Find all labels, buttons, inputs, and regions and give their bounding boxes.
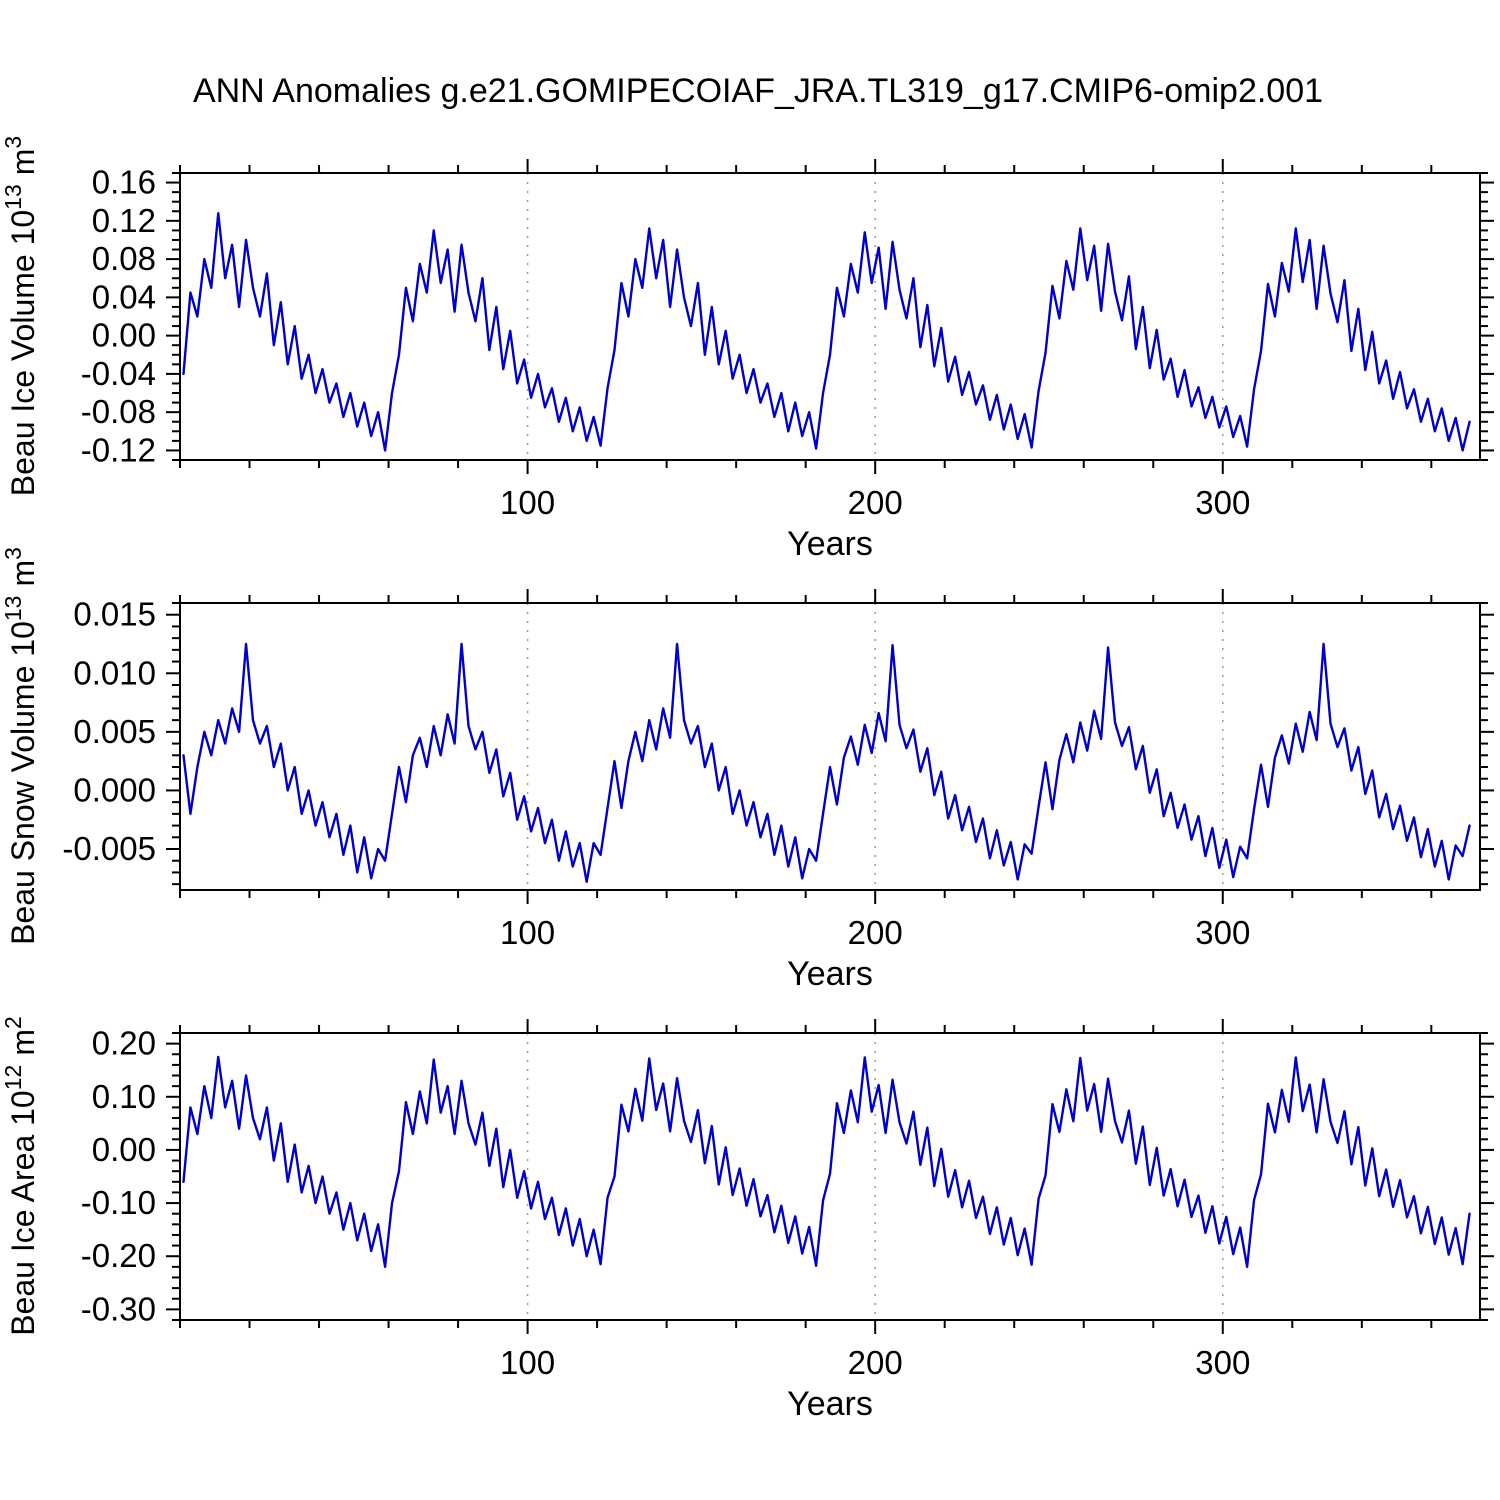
y-tick-label: 0.000 bbox=[73, 771, 156, 808]
panel-ice-volume: 0.160.120.080.040.00-0.04-0.08-0.12 100 20… bbox=[0, 136, 1494, 563]
x-tick-label: 300 bbox=[1195, 484, 1250, 521]
plot-area-snow-volume: 0.015 0.010 0.005 0.000 -0.005 100 200 300 bbox=[62, 589, 1494, 951]
y-tick-label: 0.04 bbox=[92, 278, 156, 315]
y-tick-label: 0.00 bbox=[92, 317, 156, 354]
x-tick-label: 100 bbox=[500, 1344, 555, 1381]
x-tick-label: 100 bbox=[500, 484, 555, 521]
y-tick-label: -0.08 bbox=[81, 393, 156, 430]
y-tick-label: 0.16 bbox=[92, 164, 156, 201]
ylabel-unit-exponent: 3 bbox=[0, 547, 26, 560]
title-area: ANN Anomalies g.e21.GOMIPECOIAF_JRA.TL31… bbox=[193, 72, 1323, 110]
y-tick-label: 0.005 bbox=[73, 713, 156, 750]
panel-ice-area: 0.20 0.10 0.00 -0.10 -0.20 -0.30 100 200 300 Bea… bbox=[0, 1016, 1494, 1423]
ylabel-base: Beau Snow Volume 10 bbox=[5, 621, 41, 945]
plot-area-ice-volume: 0.160.120.080.040.00-0.04-0.08-0.12 100 20… bbox=[81, 159, 1494, 521]
ylabel-unit: m bbox=[5, 149, 41, 176]
y-tick-label: -0.10 bbox=[81, 1184, 156, 1221]
y-tick-label: -0.005 bbox=[62, 830, 156, 867]
x-axis-label: Years bbox=[787, 1385, 873, 1423]
x-axis-label: Years bbox=[787, 955, 873, 993]
series-line bbox=[182, 211, 1471, 452]
y-tick-label: 0.20 bbox=[92, 1025, 156, 1062]
x-axis-label: Years bbox=[787, 525, 873, 563]
plot-frame bbox=[179, 602, 1481, 891]
y-tick-label: -0.20 bbox=[81, 1237, 156, 1274]
y-tick-label: 0.08 bbox=[92, 240, 156, 277]
x-tick-label: 200 bbox=[848, 484, 903, 521]
x-tick-label: 300 bbox=[1195, 914, 1250, 951]
ylabel-unit-exponent: 2 bbox=[0, 1016, 26, 1029]
ylabel-exponent: 12 bbox=[0, 1065, 26, 1091]
panel-snow-volume: 0.015 0.010 0.005 0.000 -0.005 100 200 300 Beau… bbox=[0, 547, 1494, 993]
ylabel-exponent: 13 bbox=[0, 184, 26, 210]
plot-area-ice-area: 0.20 0.10 0.00 -0.10 -0.20 -0.30 100 200 300 bbox=[81, 1019, 1494, 1381]
y-tick-label: -0.30 bbox=[81, 1290, 156, 1327]
y-tick-label: -0.12 bbox=[81, 431, 156, 468]
y-axis-label-ice-area: Beau Ice Area 1012 m2 bbox=[0, 1016, 41, 1336]
plot-frame bbox=[179, 1032, 1481, 1321]
ylabel-base: Beau Ice Area 10 bbox=[5, 1090, 41, 1336]
figure: ANN Anomalies g.e21.GOMIPECOIAF_JRA.TL31… bbox=[0, 72, 1494, 1423]
y-tick-label: 0.010 bbox=[73, 654, 156, 691]
x-tick-label: 200 bbox=[848, 1344, 903, 1381]
ylabel-unit: m bbox=[5, 560, 41, 587]
series-line bbox=[182, 642, 1471, 883]
y-tick-label: 0.015 bbox=[73, 596, 156, 633]
plot-frame bbox=[179, 172, 1481, 461]
ylabel-unit: m bbox=[5, 1029, 41, 1056]
ylabel-unit-exponent: 3 bbox=[0, 136, 26, 149]
y-tick-label: 0.00 bbox=[92, 1131, 156, 1168]
x-tick-label: 100 bbox=[500, 914, 555, 951]
series-line bbox=[182, 1055, 1471, 1269]
y-tick-label: 0.12 bbox=[92, 202, 156, 239]
ylabel-base: Beau Ice Volume 10 bbox=[5, 210, 41, 496]
ylabel-exponent: 13 bbox=[0, 596, 26, 622]
chart-title: ANN Anomalies g.e21.GOMIPECOIAF_JRA.TL31… bbox=[193, 72, 1323, 110]
y-axis-label-ice-volume: Beau Ice Volume 1013 m3 bbox=[0, 136, 41, 496]
y-tick-label: -0.04 bbox=[81, 355, 156, 392]
y-axis-label-snow-volume: Beau Snow Volume 1013 m3 bbox=[0, 547, 41, 945]
x-tick-label: 200 bbox=[848, 914, 903, 951]
y-tick-label: 0.10 bbox=[92, 1078, 156, 1115]
x-tick-label: 300 bbox=[1195, 1344, 1250, 1381]
